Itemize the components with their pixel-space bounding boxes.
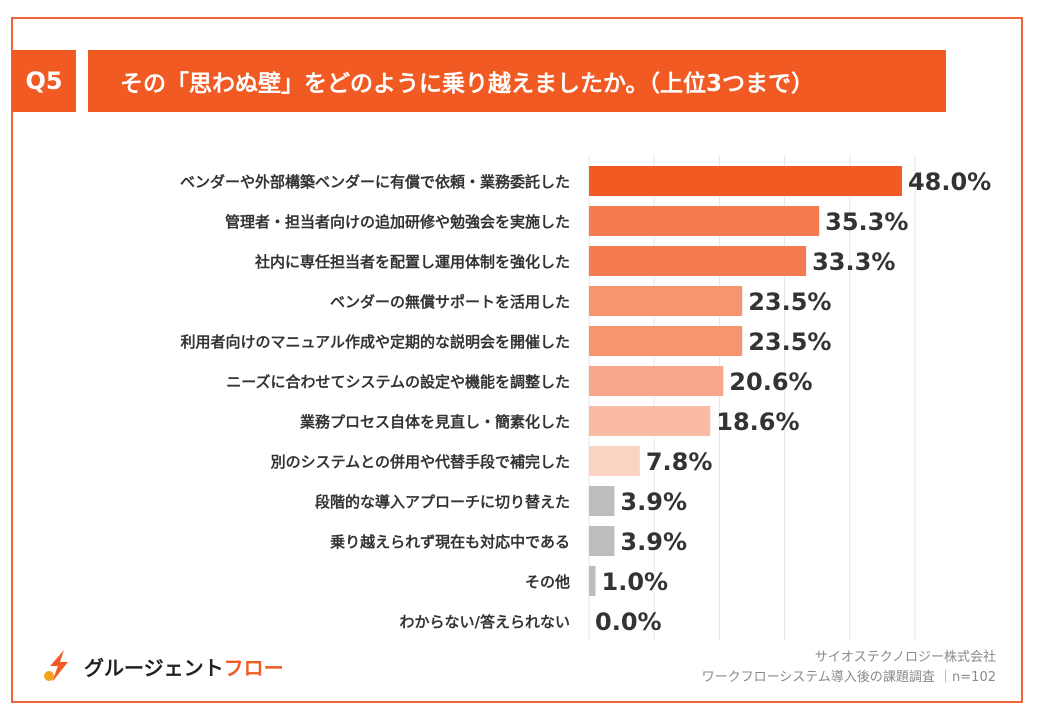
value-label: 48.0% <box>908 168 991 196</box>
logo-text-main: グルージェント <box>84 655 224 680</box>
value-label: 23.5% <box>748 288 831 316</box>
category-label: 社内に専任担当者を配置し運用体制を強化した <box>254 253 570 271</box>
category-label: ベンダーの無償サポートを活用した <box>330 293 570 311</box>
chart-title-text: その「思わぬ壁」をどのように乗り越えましたか。（上位3つまで） <box>120 71 815 97</box>
category-label: 段階的な導入アプローチに切り替えた <box>315 493 570 511</box>
bar <box>589 286 743 316</box>
footer-survey: ワークフローシステム導入後の課題調査 ｜n=102 <box>701 670 996 685</box>
footer-company: サイオステクノロジー株式会社 <box>814 650 996 665</box>
bar <box>589 486 615 516</box>
question-badge: Q5 <box>12 50 76 112</box>
logo-text: グルージェントフロー <box>84 652 284 681</box>
bar <box>589 366 724 396</box>
value-label: 23.5% <box>748 328 831 356</box>
category-label: その他 <box>525 573 570 591</box>
value-label: 3.9% <box>620 528 687 556</box>
bar <box>589 166 902 196</box>
value-label: 0.0% <box>595 608 662 636</box>
logo-text-accent: フロー <box>223 655 284 680</box>
bar <box>589 326 743 356</box>
chart-title: その「思わぬ壁」をどのように乗り越えましたか。（上位3つまで） <box>88 50 946 112</box>
category-label: 別のシステムとの併用や代替手段で補完した <box>270 453 570 471</box>
value-label: 3.9% <box>620 488 687 516</box>
value-label: 35.3% <box>825 208 908 236</box>
category-label: 管理者・担当者向けの追加研修や勉強会を実施した <box>225 213 570 231</box>
category-label: わからない/答えられない <box>400 613 570 631</box>
category-label: 利用者向けのマニュアル作成や定期的な説明会を開催した <box>180 333 570 351</box>
bar <box>589 206 820 236</box>
bar <box>589 526 615 556</box>
bar <box>589 246 807 276</box>
brand-logo: グルージェントフロー <box>38 646 284 686</box>
value-label: 20.6% <box>729 368 812 396</box>
category-label: 乗り越えられず現在も対応中である <box>330 533 570 551</box>
category-label: 業務プロセス自体を見直し・簡素化した <box>299 413 570 431</box>
chart-frame <box>11 17 1023 703</box>
value-label: 18.6% <box>716 408 799 436</box>
bar <box>589 446 640 476</box>
bar <box>589 406 711 436</box>
value-label: 1.0% <box>602 568 669 596</box>
bar <box>589 566 596 596</box>
category-label: ベンダーや外部構築ベンダーに有償で依頼・業務委託した <box>180 173 570 191</box>
value-label: 33.3% <box>812 248 895 276</box>
category-label: ニーズに合わせてシステムの設定や機能を調整した <box>226 373 570 391</box>
logo-mark-icon <box>44 650 68 682</box>
value-label: 7.8% <box>646 448 713 476</box>
